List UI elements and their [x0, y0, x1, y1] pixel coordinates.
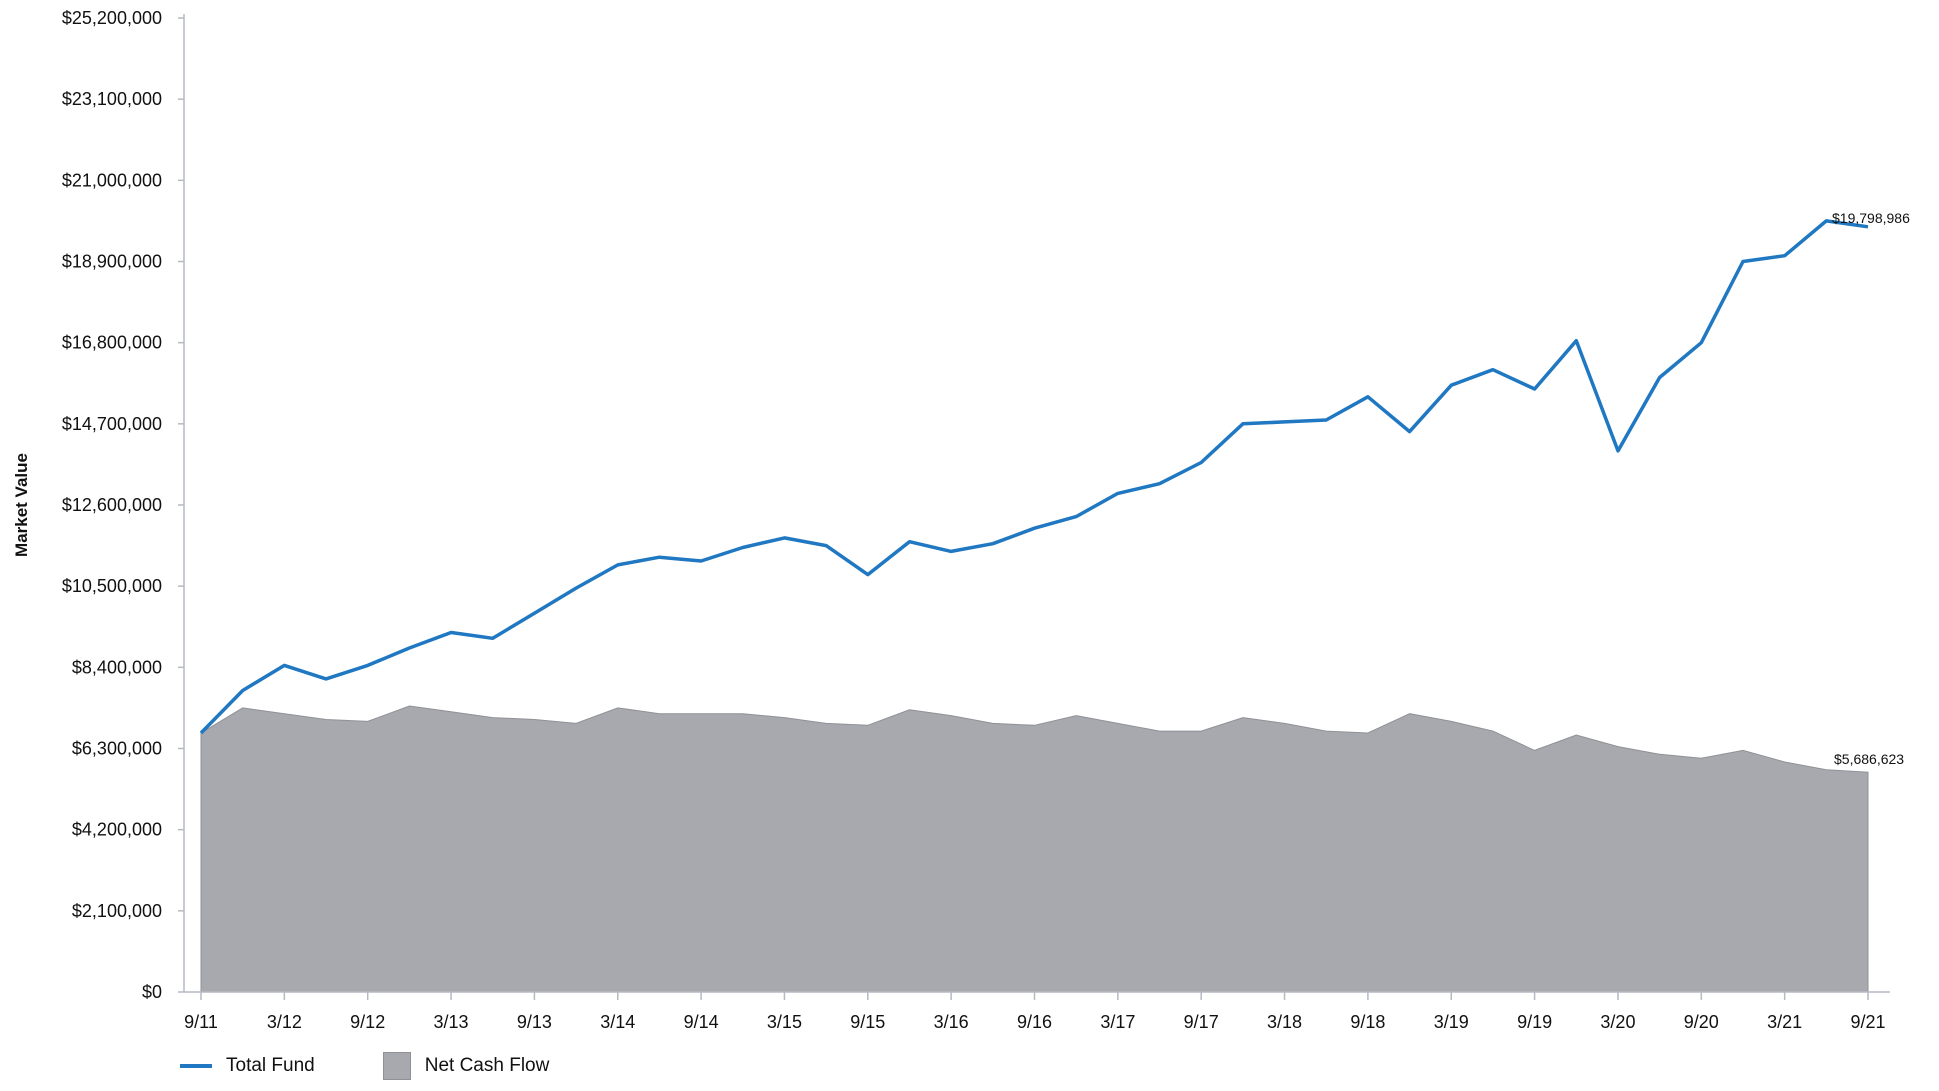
x-tick-label: 9/17 — [1184, 1012, 1219, 1032]
x-tick-label: 3/19 — [1434, 1012, 1469, 1032]
x-tick-label: 9/14 — [684, 1012, 719, 1032]
y-tick-label: $12,600,000 — [62, 495, 162, 515]
x-tick-label: 9/20 — [1684, 1012, 1719, 1032]
y-tick-label: $2,100,000 — [72, 901, 162, 921]
x-tick-label: 9/21 — [1850, 1012, 1885, 1032]
y-tick-label: $4,200,000 — [72, 820, 162, 840]
x-tick-label: 9/13 — [517, 1012, 552, 1032]
x-tick-label: 3/21 — [1767, 1012, 1802, 1032]
x-tick-label: 9/11 — [184, 1012, 218, 1032]
y-tick-label: $25,200,000 — [62, 8, 162, 28]
x-tick-label: 3/14 — [600, 1012, 635, 1032]
x-tick-label: 3/17 — [1100, 1012, 1135, 1032]
legend-item-net-cash-flow: Net Cash Flow — [382, 1052, 550, 1080]
x-tick-label: 3/18 — [1267, 1012, 1302, 1032]
y-tick-label: $14,700,000 — [62, 414, 162, 434]
y-axis-title: Market Value — [12, 453, 31, 557]
series-area-net-cash-flow — [200, 705, 1869, 993]
legend-label-net-cash-flow: Net Cash Flow — [424, 1055, 550, 1076]
x-tick-label: 9/12 — [350, 1012, 385, 1032]
x-tick-label: 9/16 — [1017, 1012, 1052, 1032]
x-tick-label: 3/13 — [434, 1012, 469, 1032]
y-tick-label: $18,900,000 — [62, 252, 162, 272]
y-tick-label: $6,300,000 — [72, 739, 162, 759]
x-tick-label: 9/15 — [850, 1012, 885, 1032]
legend-label-total-fund: Total Fund — [226, 1055, 315, 1076]
legend-swatch-net-cash-flow — [382, 1052, 411, 1080]
y-tick-label: $0 — [142, 982, 162, 1002]
x-tick-label: 9/18 — [1350, 1012, 1385, 1032]
end-label-net-cash-flow: $5,686,623 — [1834, 751, 1904, 767]
end-label-total-fund: $19,798,986 — [1832, 210, 1910, 226]
x-tick-label: 3/16 — [934, 1012, 969, 1032]
y-tick-label: $16,800,000 — [62, 333, 162, 353]
x-tick-label: 3/12 — [267, 1012, 302, 1032]
x-tick-label: 3/20 — [1600, 1012, 1635, 1032]
x-tick-label: 9/19 — [1517, 1012, 1552, 1032]
y-tick-label: $8,400,000 — [72, 657, 162, 677]
y-tick-label: $21,000,000 — [62, 170, 162, 190]
legend-swatch-total-fund — [180, 1064, 212, 1068]
x-tick-label: 3/15 — [767, 1012, 802, 1032]
legend-item-total-fund: Total Fund — [180, 1055, 315, 1077]
legend: Total Fund Net Cash Flow — [180, 1052, 617, 1080]
y-tick-label: $23,100,000 — [62, 89, 162, 109]
y-tick-label: $10,500,000 — [62, 576, 162, 596]
series-line-total-fund — [199, 219, 1869, 735]
